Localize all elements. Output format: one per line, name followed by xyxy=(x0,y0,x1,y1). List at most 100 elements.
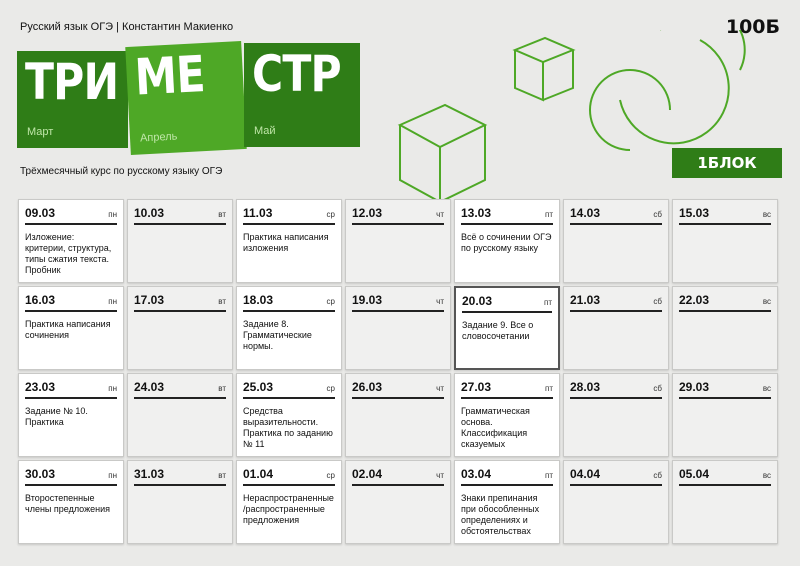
weekday: сб xyxy=(653,384,662,393)
day-date: 18.03 xyxy=(243,293,274,307)
weekday: ср xyxy=(326,297,335,306)
day-date: 02.04 xyxy=(352,467,383,481)
day-cell: 15.03 вс xyxy=(672,199,778,283)
weekday: пт xyxy=(545,471,553,480)
weekday: чт xyxy=(436,384,444,393)
day-date: 28.03 xyxy=(570,380,601,394)
day-header: 21.03 сб xyxy=(570,293,662,312)
weekday: сб xyxy=(653,297,662,306)
day-date: 27.03 xyxy=(461,380,492,394)
day-cell: 16.03 пн Практика написания сочинения xyxy=(18,286,124,370)
weekday: вс xyxy=(762,297,771,306)
day-cell: 31.03 вт xyxy=(127,460,233,544)
lesson-topic: Практика написания изложения xyxy=(243,232,329,253)
weekday: ср xyxy=(326,471,335,480)
day-cell: 10.03 вт xyxy=(127,199,233,283)
weekday: вс xyxy=(762,210,771,219)
weekday: чт xyxy=(436,210,444,219)
lesson-topic: Нераспространенные /распространенные пре… xyxy=(243,493,334,525)
weekday: чт xyxy=(436,297,444,306)
day-cell: 19.03 чт xyxy=(345,286,451,370)
day-header: 22.03 вс xyxy=(679,293,771,312)
day-date: 12.03 xyxy=(352,206,383,220)
day-header: 26.03 чт xyxy=(352,380,444,399)
day-cell: 25.03 ср Средства выразительности. Практик… xyxy=(236,373,342,457)
day-cell: 23.03 пн Задание № 10. Практика xyxy=(18,373,124,457)
lesson-topic: Знаки препинания при обособленных опреде… xyxy=(461,493,540,536)
day-cell: 09.03 пн Изложение: критерии, структура, т… xyxy=(18,199,124,283)
day-date: 03.04 xyxy=(461,467,492,481)
day-cell: 12.03 чт xyxy=(345,199,451,283)
day-header: 28.03 сб xyxy=(570,380,662,399)
day-header: 20.03 пт xyxy=(462,294,552,313)
day-header: 29.03 вс xyxy=(679,380,771,399)
title-part: ТРИ xyxy=(25,53,119,111)
weekday: пт xyxy=(544,298,552,307)
day-header: 17.03 вт xyxy=(134,293,226,312)
day-header: 01.04 ср xyxy=(243,467,335,486)
day-date: 26.03 xyxy=(352,380,383,394)
day-cell: 28.03 сб xyxy=(563,373,669,457)
day-header: 10.03 вт xyxy=(134,206,226,225)
weekday: сб xyxy=(653,210,662,219)
day-header: 31.03 вт xyxy=(134,467,226,486)
day-header: 05.04 вс xyxy=(679,467,771,486)
day-header: 30.03 пн xyxy=(25,467,117,486)
title-block-april: МЕ Апрель xyxy=(125,41,247,155)
day-header: 12.03 чт xyxy=(352,206,444,225)
month-label: Май xyxy=(254,125,276,137)
day-cell: 11.03 ср Практика написания изложения xyxy=(236,199,342,283)
day-date: 21.03 xyxy=(570,293,601,307)
title-part: МЕ xyxy=(133,45,206,107)
weekday: пн xyxy=(108,384,117,393)
logo: 100Б xyxy=(725,16,780,38)
lesson-topic: Изложение: критерии, структура, типы сжа… xyxy=(25,232,112,275)
lesson-topic: Грамматическая основа. Классификация ска… xyxy=(461,406,530,449)
day-cell: 26.03 чт xyxy=(345,373,451,457)
weekday: пн xyxy=(108,210,117,219)
title-block-march: ТРИ Март xyxy=(17,51,128,148)
weekday: вс xyxy=(762,384,771,393)
day-date: 05.04 xyxy=(679,467,710,481)
weekday: вс xyxy=(762,471,771,480)
day-cell: 01.04 ср Нераспространенные /распространен… xyxy=(236,460,342,544)
day-cell: 24.03 вт xyxy=(127,373,233,457)
title-block-may: СТР Май xyxy=(244,43,360,147)
weekday: пт xyxy=(545,384,553,393)
weekday: ср xyxy=(326,384,335,393)
day-header: 09.03 пн xyxy=(25,206,117,225)
day-date: 25.03 xyxy=(243,380,274,394)
block-badge: 1БЛОК xyxy=(672,148,782,178)
day-header: 25.03 ср xyxy=(243,380,335,399)
day-cell: 04.04 сб xyxy=(563,460,669,544)
day-cell: 22.03 вс xyxy=(672,286,778,370)
weekday: чт xyxy=(436,471,444,480)
weekday: пт xyxy=(545,210,553,219)
day-header: 03.04 пт xyxy=(461,467,553,486)
day-header: 13.03 пт xyxy=(461,206,553,225)
day-date: 19.03 xyxy=(352,293,383,307)
day-date: 09.03 xyxy=(25,206,56,220)
weekday: вт xyxy=(218,210,226,219)
day-header: 18.03 ср xyxy=(243,293,335,312)
day-cell: 30.03 пн Второстепенные члены предложения xyxy=(18,460,124,544)
day-cell: 14.03 сб xyxy=(563,199,669,283)
lesson-topic: Средства выразительности. Практика по за… xyxy=(243,406,333,449)
day-header: 15.03 вс xyxy=(679,206,771,225)
month-label: Апрель xyxy=(139,130,178,145)
day-header: 27.03 пт xyxy=(461,380,553,399)
weekday: вт xyxy=(218,384,226,393)
day-date: 29.03 xyxy=(679,380,710,394)
weekday: ср xyxy=(326,210,335,219)
lesson-topic: Практика написания сочинения xyxy=(25,319,111,340)
day-header: 04.04 сб xyxy=(570,467,662,486)
day-date: 04.04 xyxy=(570,467,601,481)
day-header: 14.03 сб xyxy=(570,206,662,225)
day-date: 10.03 xyxy=(134,206,165,220)
day-date: 13.03 xyxy=(461,206,492,220)
day-date: 01.04 xyxy=(243,467,274,481)
day-header: 16.03 пн xyxy=(25,293,117,312)
day-cell: 05.04 вс xyxy=(672,460,778,544)
course-title: Русский язык ОГЭ | Константин Макиенко xyxy=(20,21,234,33)
day-header: 19.03 чт xyxy=(352,293,444,312)
